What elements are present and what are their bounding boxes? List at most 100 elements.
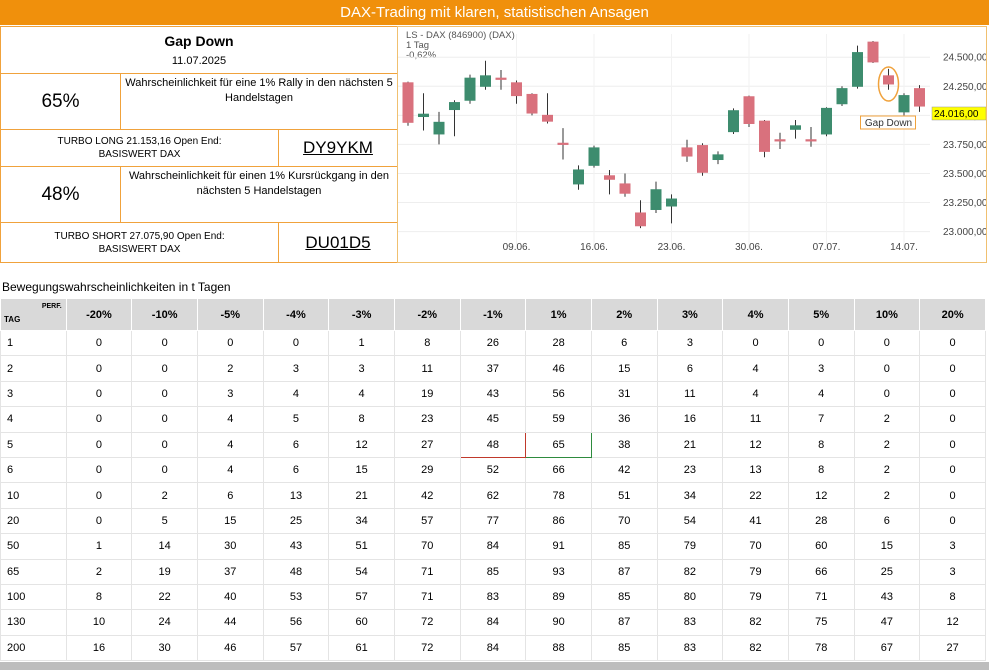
table-cell: 46: [196, 634, 264, 662]
table-cell: 2: [853, 406, 921, 433]
row-label: 6: [0, 456, 67, 484]
candle-body: [542, 114, 553, 122]
table-cell: 0: [131, 456, 198, 484]
annotation-ring: [877, 66, 900, 102]
candle-body: [759, 120, 770, 152]
candle-body: [728, 110, 739, 133]
table-cell: 12: [722, 431, 789, 458]
table-cell: 51: [590, 482, 658, 509]
probability: 65%: [0, 73, 121, 130]
column-header: 3%: [656, 298, 724, 331]
table-cell: 0: [196, 329, 264, 357]
table-cell: 87: [590, 609, 658, 636]
table-cell: 11: [393, 355, 461, 382]
candle-body: [743, 96, 755, 124]
table-cell: 42: [393, 482, 461, 509]
table-cell: 40: [196, 583, 264, 611]
table-cell: 0: [787, 329, 855, 357]
table-cell: 87: [590, 558, 658, 585]
table-cell: 77: [459, 507, 527, 535]
table-cell: 15: [590, 355, 658, 382]
table-cell: 83: [656, 634, 724, 662]
table-cell: 26: [459, 329, 527, 357]
table-cell: 45: [459, 406, 527, 433]
table-cell: 41: [722, 507, 789, 535]
column-header: 1%: [525, 298, 592, 331]
table-cell: 60: [328, 609, 395, 636]
table-cell: 28: [787, 507, 855, 535]
candle-body: [480, 75, 491, 87]
candle-body: [604, 175, 615, 180]
last-price-label: 24.016,00: [934, 109, 979, 120]
table-cell: 27: [393, 431, 461, 458]
header-title: DAX-Trading mit klaren, statistischen An…: [0, 0, 989, 25]
table-cell: 0: [131, 380, 198, 408]
table-cell: 51: [328, 533, 395, 560]
table-cell: 2: [131, 482, 198, 509]
table-cell: 0: [919, 456, 986, 484]
candle-body: [495, 77, 507, 80]
table-cell: 0: [919, 380, 986, 408]
table-cell: 12: [919, 609, 986, 636]
table-cell: 13: [722, 456, 789, 484]
table-cell: 78: [787, 634, 855, 662]
table-row: 10 0 2 6 13 21 42 62 78 51 34 22 12 2 0: [0, 482, 986, 509]
table-cell: 37: [459, 355, 527, 382]
table-cell: 54: [656, 507, 724, 535]
candle-body: [650, 189, 662, 210]
candle-body: [526, 93, 538, 114]
table-cell: 42: [590, 456, 658, 484]
table-cell: 62: [459, 482, 527, 509]
candle-body: [619, 183, 631, 194]
table-cell: 3: [656, 329, 724, 357]
candle-body: [681, 147, 693, 157]
probability-text: Wahrscheinlichkeit für einen 1% Kursrück…: [120, 166, 398, 223]
table-cell: 85: [590, 634, 658, 662]
candle-body: [852, 52, 863, 87]
table-cell: 0: [262, 329, 330, 357]
table-cell: 10: [65, 609, 133, 636]
table-cell: 38: [590, 431, 658, 458]
candle-body: [774, 139, 786, 142]
table-row: 20 0 5 15 25 34 57 77 86 70 54 41 28 6 0: [0, 507, 986, 535]
x-tick-label: 30.06.: [735, 242, 763, 253]
row-label: 1: [0, 329, 67, 357]
table-cell: 79: [656, 533, 724, 560]
chart-frame: [397, 26, 987, 263]
chart-change: -0,62%: [406, 50, 437, 61]
table-cell: 6: [656, 355, 724, 382]
table-cell: 21: [328, 482, 395, 509]
column-header: -3%: [328, 298, 395, 331]
table-cell: 0: [919, 355, 986, 382]
table-cell: 4: [196, 431, 264, 458]
table-cell: 23: [393, 406, 461, 433]
table-cell: 4: [722, 380, 789, 408]
chart-title: LS - DAX (846900) (DAX): [406, 30, 515, 41]
table-cell: 0: [65, 329, 133, 357]
candle-body: [666, 198, 677, 207]
table-cell: 25: [262, 507, 330, 535]
table-cell: 3: [196, 380, 264, 408]
row-label: 65: [0, 558, 67, 585]
table-cell: 25: [853, 558, 921, 585]
probability-text: Wahrscheinlichkeit für eine 1% Rally in …: [120, 73, 398, 130]
underlying: BASISWERT DAX: [98, 243, 181, 255]
column-header: 2%: [590, 298, 658, 331]
table-cell: 0: [919, 406, 986, 433]
x-tick-label: 14.07.: [890, 242, 918, 253]
column-header: -20%: [65, 298, 133, 331]
table-cell: 29: [393, 456, 461, 484]
table-title: Bewegungswahrscheinlichkeiten in t Tagen: [2, 280, 231, 294]
column-header: -4%: [262, 298, 330, 331]
table-cell: 8: [393, 329, 461, 357]
product: TURBO LONG 21.153,16 Open End:: [57, 136, 222, 147]
candle-body: [449, 102, 460, 111]
row-label: 50: [0, 533, 67, 560]
table-cell: 71: [393, 583, 461, 611]
table-cell: 4: [787, 380, 855, 408]
table-cell: 6: [262, 431, 330, 458]
annotation-label: Gap Down: [865, 118, 912, 129]
table-cell: 72: [393, 609, 461, 636]
table-cell: 28: [525, 329, 592, 357]
